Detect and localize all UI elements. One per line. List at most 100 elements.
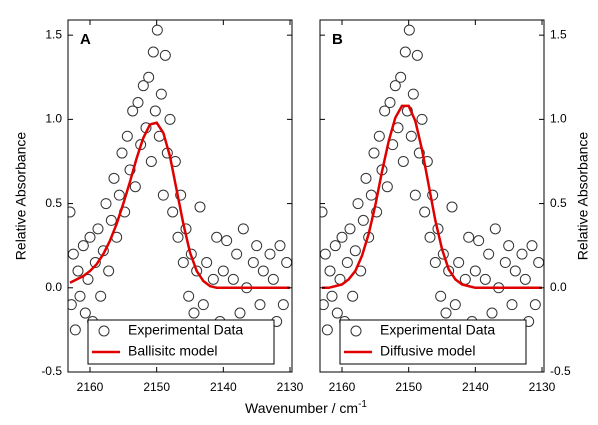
data-point	[440, 307, 452, 319]
data-point	[403, 24, 415, 36]
data-point	[336, 231, 348, 243]
data-point	[234, 307, 246, 319]
data-point	[320, 206, 328, 218]
data-point	[519, 273, 531, 285]
data-point	[368, 147, 380, 159]
data-point	[347, 290, 359, 302]
data-point	[167, 206, 179, 218]
x-tick-label: 2140	[462, 380, 489, 394]
plot-frame	[319, 19, 545, 373]
plot-frame	[67, 19, 293, 373]
data-point	[516, 248, 528, 260]
data-point	[329, 240, 341, 252]
legend-label: Diffusive model	[380, 343, 475, 359]
panel-label: B	[332, 31, 343, 48]
data-point	[211, 231, 223, 243]
data-point	[381, 181, 393, 193]
data-point	[463, 231, 475, 243]
data-point	[344, 223, 356, 235]
data-point	[533, 257, 544, 269]
data-point	[352, 198, 364, 210]
data-point	[446, 201, 458, 213]
data-point	[231, 248, 243, 260]
data-point	[411, 49, 423, 61]
data-point	[267, 273, 279, 285]
data-point	[274, 240, 286, 252]
data-point	[201, 257, 213, 269]
data-point	[82, 273, 94, 285]
legend-label: Ballisitc model	[128, 343, 217, 359]
data-point	[281, 257, 292, 269]
data-point	[324, 265, 336, 277]
legend-symbol	[350, 325, 362, 337]
data-point	[79, 307, 91, 319]
data-point	[113, 189, 125, 201]
data-point	[147, 46, 159, 58]
data-point	[365, 189, 377, 201]
y-tick-label: 0.0	[550, 280, 567, 294]
x-tick-label: 2160	[329, 380, 356, 394]
data-point	[486, 307, 498, 319]
data-point	[331, 307, 343, 319]
data-point	[151, 24, 163, 36]
data-point	[72, 265, 84, 277]
data-point	[188, 307, 200, 319]
model-line	[322, 104, 542, 290]
data-point	[68, 248, 79, 260]
y-tick-label: -0.5	[550, 364, 571, 378]
data-point	[405, 130, 417, 142]
data-point	[68, 299, 77, 311]
data-point	[132, 97, 144, 109]
y-tick-label: 0.5	[550, 196, 567, 210]
x-axis-label-sup: -1	[358, 399, 367, 410]
data-point	[277, 299, 289, 311]
data-point	[360, 172, 372, 184]
panel-label: A	[80, 31, 91, 48]
data-point	[197, 299, 209, 311]
y-axis-label: Relative Absorbance	[575, 132, 591, 261]
data-point	[379, 105, 391, 117]
data-point	[177, 257, 189, 269]
legend-symbol	[98, 325, 110, 337]
data-point	[397, 155, 409, 167]
data-point	[116, 147, 128, 159]
data-point	[129, 181, 141, 193]
data-point	[321, 324, 333, 336]
data-point	[473, 235, 485, 247]
data-point	[429, 257, 441, 269]
y-tick-label: 0.0	[45, 280, 62, 294]
data-point	[69, 324, 81, 336]
data-point	[92, 223, 104, 235]
data-point	[207, 273, 219, 285]
data-point	[453, 257, 465, 269]
data-point	[326, 290, 338, 302]
data-point	[77, 240, 89, 252]
y-axis-label: Relative Absorbance	[13, 132, 29, 261]
data-point	[217, 265, 229, 277]
data-point	[127, 105, 139, 117]
legend-box	[87, 319, 275, 365]
data-point	[424, 231, 436, 243]
x-tick-label: 2150	[143, 380, 170, 394]
x-axis-label-text: Wavenumber / cm	[245, 400, 358, 416]
data-point	[503, 240, 515, 252]
data-point	[257, 265, 269, 277]
legend-label: Experimental Data	[128, 322, 243, 338]
data-point	[105, 214, 117, 226]
data-point	[349, 245, 361, 257]
data-point	[149, 105, 161, 117]
data-point	[183, 290, 195, 302]
y-tick-label: 1.0	[550, 112, 567, 126]
data-point	[74, 290, 86, 302]
data-point	[137, 80, 149, 92]
data-point	[89, 257, 101, 269]
data-point	[95, 290, 107, 302]
data-point	[254, 299, 266, 311]
data-point	[489, 223, 501, 235]
data-point	[237, 223, 249, 235]
data-point	[384, 97, 396, 109]
data-point	[409, 189, 421, 201]
data-point	[172, 231, 184, 243]
data-point	[227, 273, 239, 285]
data-point	[320, 248, 331, 260]
